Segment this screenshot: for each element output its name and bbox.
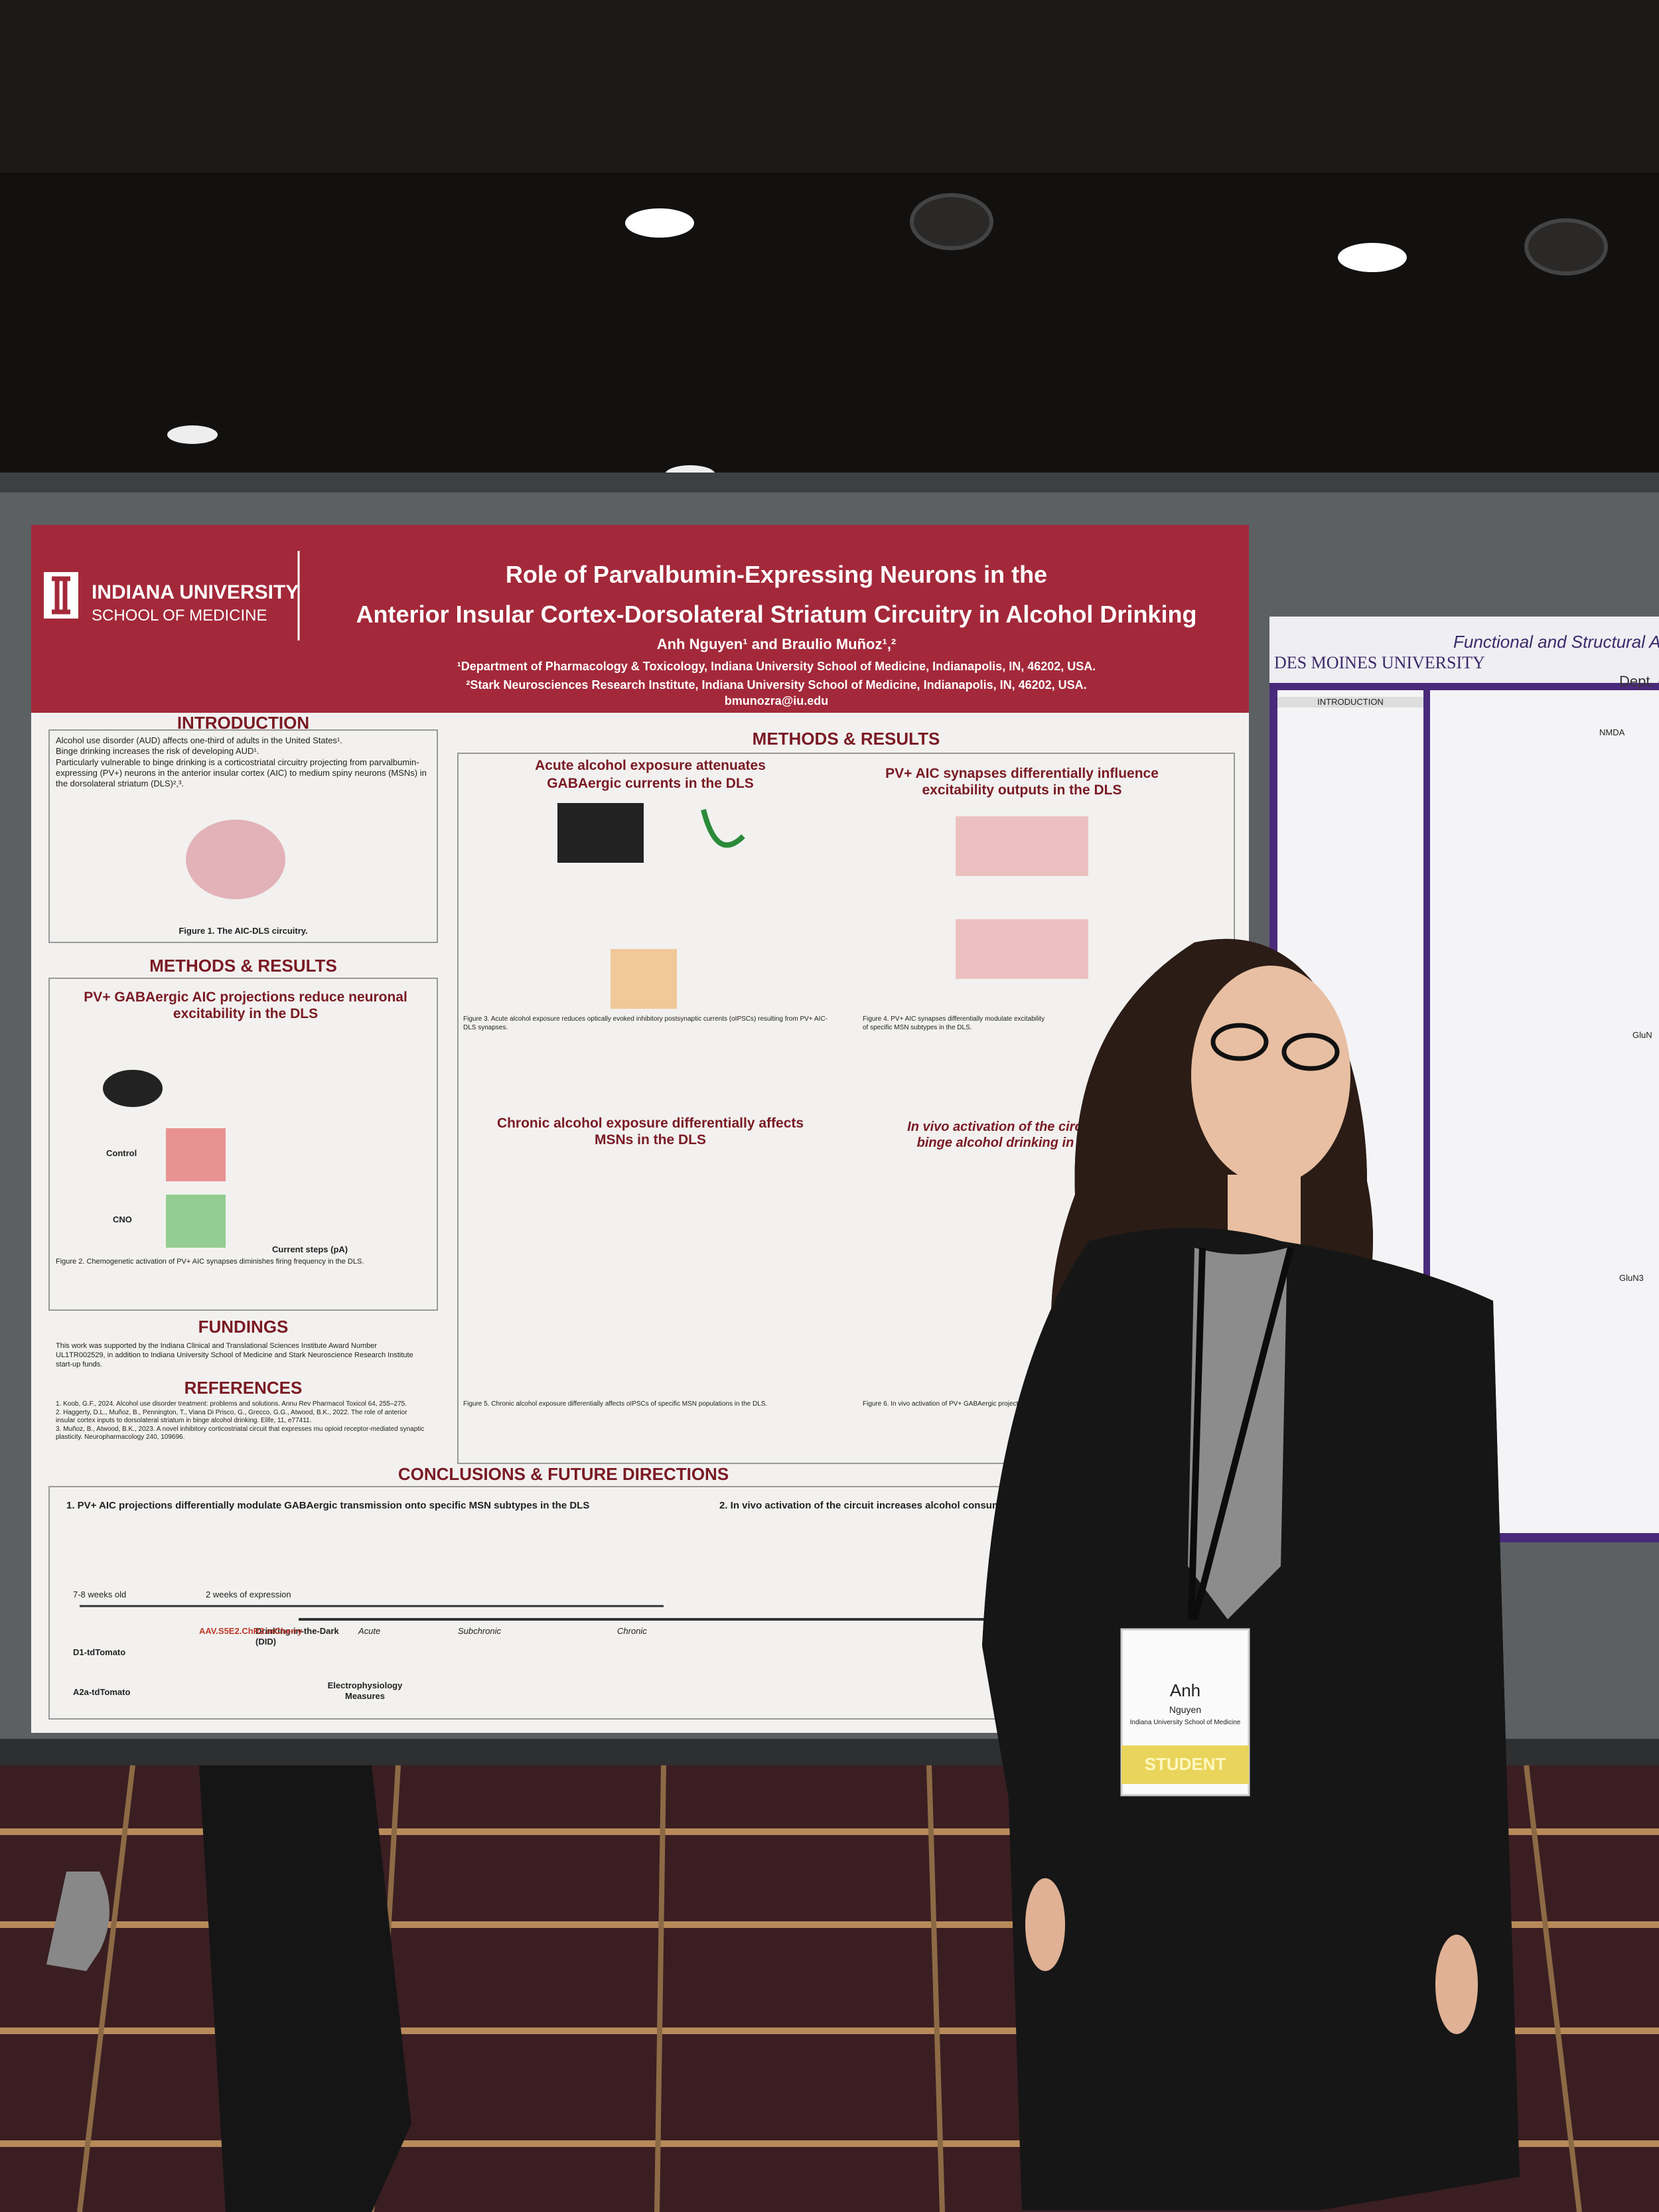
brain-diagram: [186, 820, 285, 899]
timeline-label: 7-8 weeks old: [73, 1589, 127, 1599]
poster-authors: Anh Nguyen¹ and Braulio Muñoz¹,²: [656, 636, 897, 652]
funding-text: This work was supported by the Indiana C…: [56, 1342, 413, 1368]
timeline-label: 2 weeks of expression: [206, 1589, 291, 1599]
logo-name: INDIANA UNIVERSITY: [92, 581, 299, 603]
poster-email: bmunozra@iu.edu: [724, 694, 829, 707]
ceiling-light: [1338, 243, 1407, 272]
timeline-label: Drinking-in-the-Dark (DID): [255, 1626, 339, 1647]
ceiling-duct: [0, 0, 1659, 173]
section-title: METHODS & RESULTS: [752, 729, 940, 749]
figure-title: PV+ GABAergic AIC projections reduce neu…: [84, 990, 407, 1022]
section-title: FUNDINGS: [198, 1317, 289, 1337]
badge-affiliation: Indiana University School of Medicine: [1129, 1719, 1241, 1726]
reference: 1. Koob, G.F., 2024. Alcohol use disorde…: [56, 1400, 407, 1408]
poster-title: Role of Parvalbumin-Expressing Neurons i…: [505, 561, 1048, 588]
mouse-label: A2a-tdTomato: [73, 1687, 131, 1697]
side-section: NMDA: [1599, 727, 1625, 737]
badge-ribbon-text: STUDENT: [1144, 1754, 1226, 1774]
intro-bullets: Alcohol use disorder (AUD) affects one-t…: [56, 735, 427, 789]
bullet: Binge drinking increases the risk of dev…: [56, 746, 259, 757]
badge-name: Anh: [1169, 1680, 1201, 1700]
side-dept: Dept. of: [1619, 673, 1659, 690]
carpet-pattern: [0, 1828, 1659, 2147]
section-title: CONCLUSIONS & FUTURE DIRECTIONS: [397, 1464, 729, 1484]
figure-caption: Figure 1. The AIC-DLS circuitry.: [179, 926, 308, 936]
poster-affiliation: ¹Department of Pharmacology & Toxicology…: [457, 660, 1096, 673]
reference: 3. Muñoz, B., Atwood, B.K., 2023. A nove…: [56, 1425, 425, 1441]
poster-header: [31, 525, 1249, 713]
conclusion: 1. PV+ AIC projections differentially mo…: [66, 1500, 590, 1511]
poster-title: Anterior Insular Cortex-Dorsolateral Str…: [356, 601, 1197, 628]
bullet: Particularly vulnerable to binge drinkin…: [56, 757, 427, 789]
mouse-icon: [103, 1070, 163, 1107]
section-title: REFERENCES: [184, 1378, 303, 1398]
figure-caption: Figure 4. PV+ AIC synapses differentiall…: [863, 1015, 1045, 1031]
timeline-label: Electrophysiology Measures: [327, 1680, 403, 1702]
ceiling-light: [167, 425, 218, 444]
figure-title: PV+ AIC synapses differentially influenc…: [863, 765, 1181, 798]
figure-title-line: excitability outputs in the DLS: [922, 782, 1122, 798]
micrograph: [557, 803, 644, 863]
firing-trace: [166, 1195, 226, 1248]
panel: [48, 978, 438, 1311]
firing-trace: [166, 1128, 226, 1181]
badge-surname: Nguyen: [1169, 1704, 1202, 1715]
figure-caption: Figure 6. In vivo activation of PV+ GABA…: [863, 1400, 1033, 1408]
figure-title: Acute alcohol exposure attenuates GABAerg…: [504, 757, 796, 793]
logo-school: SCHOOL OF MEDICINE: [92, 607, 267, 625]
panel-label: CNO: [113, 1215, 132, 1224]
ceiling-vent: [1524, 218, 1608, 275]
firing-trace: [956, 816, 1088, 876]
ceiling-vent: [910, 193, 993, 250]
plot-area: [611, 949, 677, 1009]
bullet: Alcohol use disorder (AUD) affects one-t…: [56, 735, 342, 745]
side-section: GluN: [1632, 1030, 1652, 1040]
figure-caption: Figure 3. Acute alcohol exposure reduces…: [463, 1015, 828, 1031]
references: 1. Koob, G.F., 2024. Alcohol use disorde…: [56, 1400, 427, 1442]
section-title: METHODS & RESULTS: [149, 956, 337, 976]
side-title: Functional and Structural Altera: [1453, 632, 1659, 652]
figure-title-line: MSNs in the DLS: [594, 1132, 706, 1148]
timeline-label: Acute: [358, 1626, 381, 1636]
visitor-legs: [199, 1765, 411, 2212]
side-section: INTRODUCTION: [1277, 697, 1423, 708]
figure-title: Chronic alcohol exposure differentially …: [491, 1115, 810, 1148]
figure-title: In vivo activation of the circuit increa…: [876, 1119, 1194, 1151]
firing-trace: [956, 919, 1088, 979]
figure-title-line: Acute alcohol exposure attenuates: [535, 758, 766, 773]
ceiling-light: [625, 208, 694, 238]
conclusion: 2. In vivo activation of the circuit inc…: [719, 1500, 1057, 1511]
figure-title-line: In vivo activation of the circuit increa…: [907, 1120, 1163, 1134]
figure-title-line: Chronic alcohol exposure differentially …: [496, 1116, 804, 1131]
figure-caption: Figure 5. Chronic alcohol exposure diffe…: [463, 1400, 768, 1408]
figure-title-line: GABAergic currents in the DLS: [547, 776, 754, 792]
timeline-label: Chronic: [617, 1626, 647, 1636]
trace: [701, 809, 745, 848]
figure-title-line: PV+ AIC synapses differentially influenc…: [885, 766, 1159, 781]
virus-label: AAV.S5E2.ChR2.mCherry: [199, 1626, 303, 1636]
side-poster-header: [1269, 617, 1659, 683]
axis-label: Current steps (pA): [272, 1244, 348, 1254]
figure-title-line: binge alcohol drinking in female mice: [916, 1136, 1154, 1150]
board-frame: [0, 473, 1659, 492]
panel-label: Control: [106, 1148, 137, 1158]
side-section: GluN3: [1619, 1273, 1644, 1283]
visitor-shoe: [46, 1872, 109, 1971]
side-institution: DES MOINES UNIVERSITY: [1274, 653, 1485, 672]
section-title: INTRODUCTION: [177, 713, 310, 733]
iu-logo-mark: [52, 576, 70, 615]
person-face: [1191, 966, 1350, 1185]
timeline-label: Subchronic: [458, 1626, 502, 1636]
figure-caption: Figure 2. Chemogenetic activation of PV+…: [56, 1258, 364, 1266]
mouse-label: D1-tdTomato: [73, 1647, 126, 1657]
poster-affiliation: ²Stark Neurosciences Research Institute,…: [466, 678, 1087, 692]
reference: 2. Haggerty, D.L., Muñoz, B., Pennington…: [56, 1408, 407, 1425]
panel: [48, 729, 438, 943]
